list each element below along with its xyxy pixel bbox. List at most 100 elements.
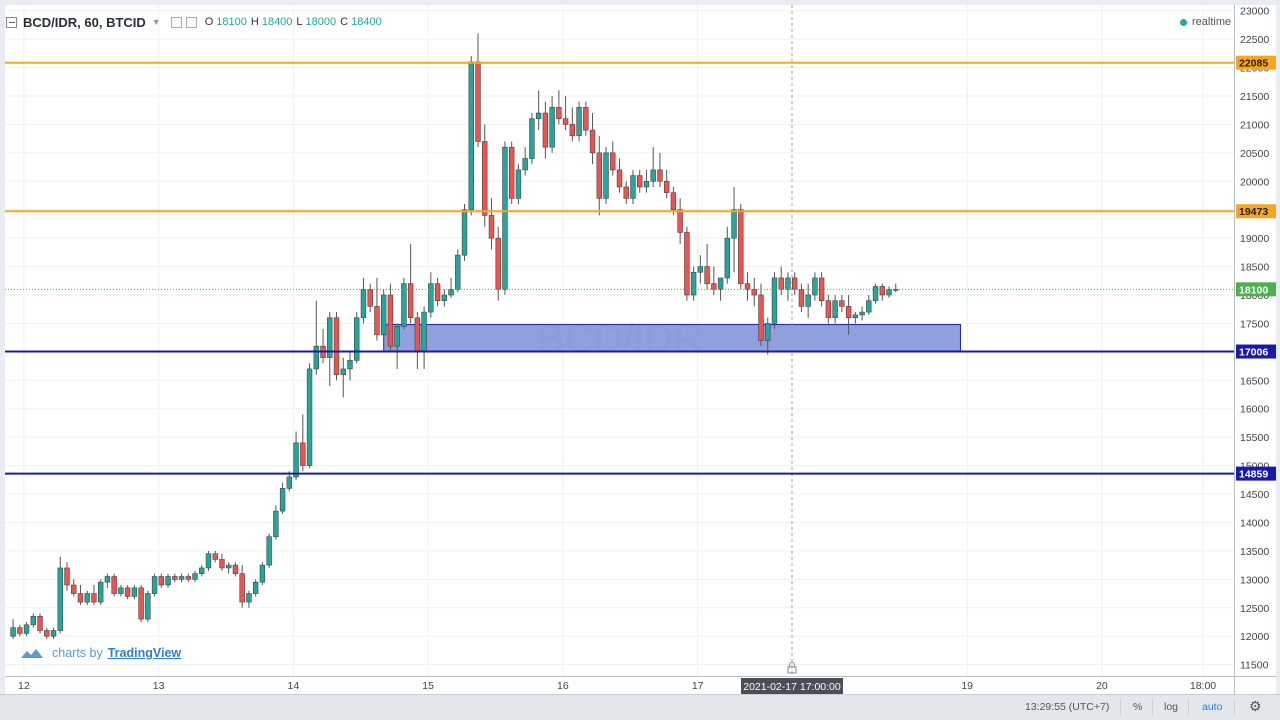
candle-body[interactable] [724, 237, 731, 279]
candle-body[interactable] [556, 107, 562, 120]
candle-body[interactable] [279, 488, 286, 512]
candle-body[interactable] [313, 345, 319, 370]
candle-body[interactable] [145, 593, 151, 620]
candle-body[interactable] [508, 146, 515, 199]
support-zone-rect[interactable] [383, 324, 961, 353]
candle-body[interactable] [219, 559, 225, 569]
candle-body[interactable] [273, 510, 279, 537]
candle-body[interactable] [717, 277, 724, 290]
candle-body[interactable] [663, 180, 670, 193]
candle-body[interactable] [455, 254, 461, 290]
symbol-label[interactable]: BCD/IDR, 60, BTCID [23, 14, 146, 30]
candle-body[interactable] [488, 215, 495, 239]
candle-body[interactable] [367, 289, 373, 307]
candle-body[interactable] [124, 587, 131, 597]
candle-body[interactable] [778, 277, 784, 290]
candle-body[interactable] [522, 158, 528, 171]
candle-body[interactable] [825, 300, 832, 319]
candle-body[interactable] [428, 283, 434, 313]
log-scale-toggle[interactable]: log [1164, 701, 1179, 713]
candle-body[interactable] [165, 576, 171, 586]
candle-body[interactable] [751, 289, 757, 296]
candle-body[interactable] [104, 576, 111, 583]
candle-body[interactable] [697, 266, 704, 273]
candle-body[interactable] [502, 146, 508, 290]
candle-body[interactable] [360, 289, 367, 319]
candle-body[interactable] [650, 169, 656, 182]
candle-body[interactable] [131, 587, 138, 597]
candle-body[interactable] [610, 152, 616, 171]
collapse-icon[interactable] [6, 16, 17, 28]
candle-body[interactable] [340, 368, 346, 375]
candle-body[interactable] [212, 553, 218, 560]
candle-body[interactable] [77, 593, 84, 603]
candle-body[interactable] [711, 283, 717, 290]
candle-body[interactable] [185, 576, 191, 580]
candle-body[interactable] [239, 573, 245, 603]
candle-body[interactable] [118, 587, 124, 594]
candle-body[interactable] [771, 277, 778, 324]
candle-body[interactable] [468, 61, 474, 211]
candle-body[interactable] [286, 476, 293, 489]
candle-body[interactable] [657, 169, 663, 182]
gear-icon[interactable]: ⚙ [1249, 698, 1262, 714]
candle-body[interactable] [596, 152, 602, 199]
candle-body[interactable] [252, 581, 259, 594]
candle-body[interactable] [97, 581, 104, 603]
candle-body[interactable] [738, 209, 744, 284]
candle-body[interactable] [71, 584, 77, 594]
candle-body[interactable] [515, 169, 522, 199]
candle-body[interactable] [266, 536, 272, 566]
candle-body[interactable] [576, 107, 582, 137]
candle-body[interactable] [872, 286, 879, 301]
candle-body[interactable] [414, 317, 421, 353]
candle-body[interactable] [461, 209, 468, 256]
candle-body[interactable] [482, 141, 488, 216]
time-axis-area[interactable] [5, 676, 1276, 694]
candle-body[interactable] [300, 442, 306, 466]
candle-body[interactable] [839, 300, 845, 307]
candle-body[interactable] [785, 277, 791, 290]
candle-body[interactable] [549, 107, 555, 148]
candle-body[interactable] [138, 587, 144, 620]
auto-scale-toggle[interactable]: auto [1202, 701, 1223, 713]
candle-body[interactable] [758, 294, 764, 341]
candle-body[interactable] [259, 564, 266, 583]
candle-body[interactable] [448, 289, 454, 296]
candle-body[interactable] [246, 593, 252, 603]
price-axis-area[interactable] [1235, 5, 1276, 676]
candle-body[interactable] [643, 180, 650, 188]
candle-body[interactable] [111, 576, 117, 594]
candle-body[interactable] [205, 553, 212, 569]
candle-body[interactable] [569, 124, 576, 137]
candle-body[interactable] [57, 567, 63, 631]
candle-body[interactable] [225, 564, 232, 569]
candle-body[interactable] [812, 277, 818, 296]
candle-body[interactable] [347, 360, 353, 370]
candle-body[interactable] [791, 277, 798, 290]
chevron-down-icon[interactable]: ▼ [151, 17, 161, 27]
candle-body[interactable] [10, 627, 16, 637]
lock-icon[interactable] [787, 666, 797, 674]
candle-body[interactable] [684, 232, 690, 296]
candle-body[interactable] [630, 175, 636, 199]
candle-body[interactable] [677, 209, 683, 233]
candle-body[interactable] [91, 593, 97, 603]
candle-body[interactable] [603, 152, 609, 199]
candle-body[interactable] [401, 283, 407, 327]
candle-body[interactable] [637, 175, 643, 188]
candle-body[interactable] [30, 615, 36, 626]
candle-body[interactable] [192, 573, 198, 580]
branding-link[interactable]: TradingView [107, 646, 182, 660]
candle-body[interactable] [690, 271, 697, 296]
candle-body[interactable] [583, 107, 589, 131]
candle-body[interactable] [765, 323, 771, 341]
candle-body[interactable] [394, 325, 400, 347]
clock-readout[interactable]: 13:29:55 (UTC+7) [1025, 701, 1110, 713]
percent-scale-toggle[interactable]: % [1133, 701, 1143, 713]
candle-body[interactable] [84, 593, 90, 603]
candle-body[interactable] [879, 286, 885, 296]
candle-body[interactable] [832, 300, 838, 319]
candle-body[interactable] [623, 186, 629, 199]
candle-body[interactable] [893, 289, 899, 291]
